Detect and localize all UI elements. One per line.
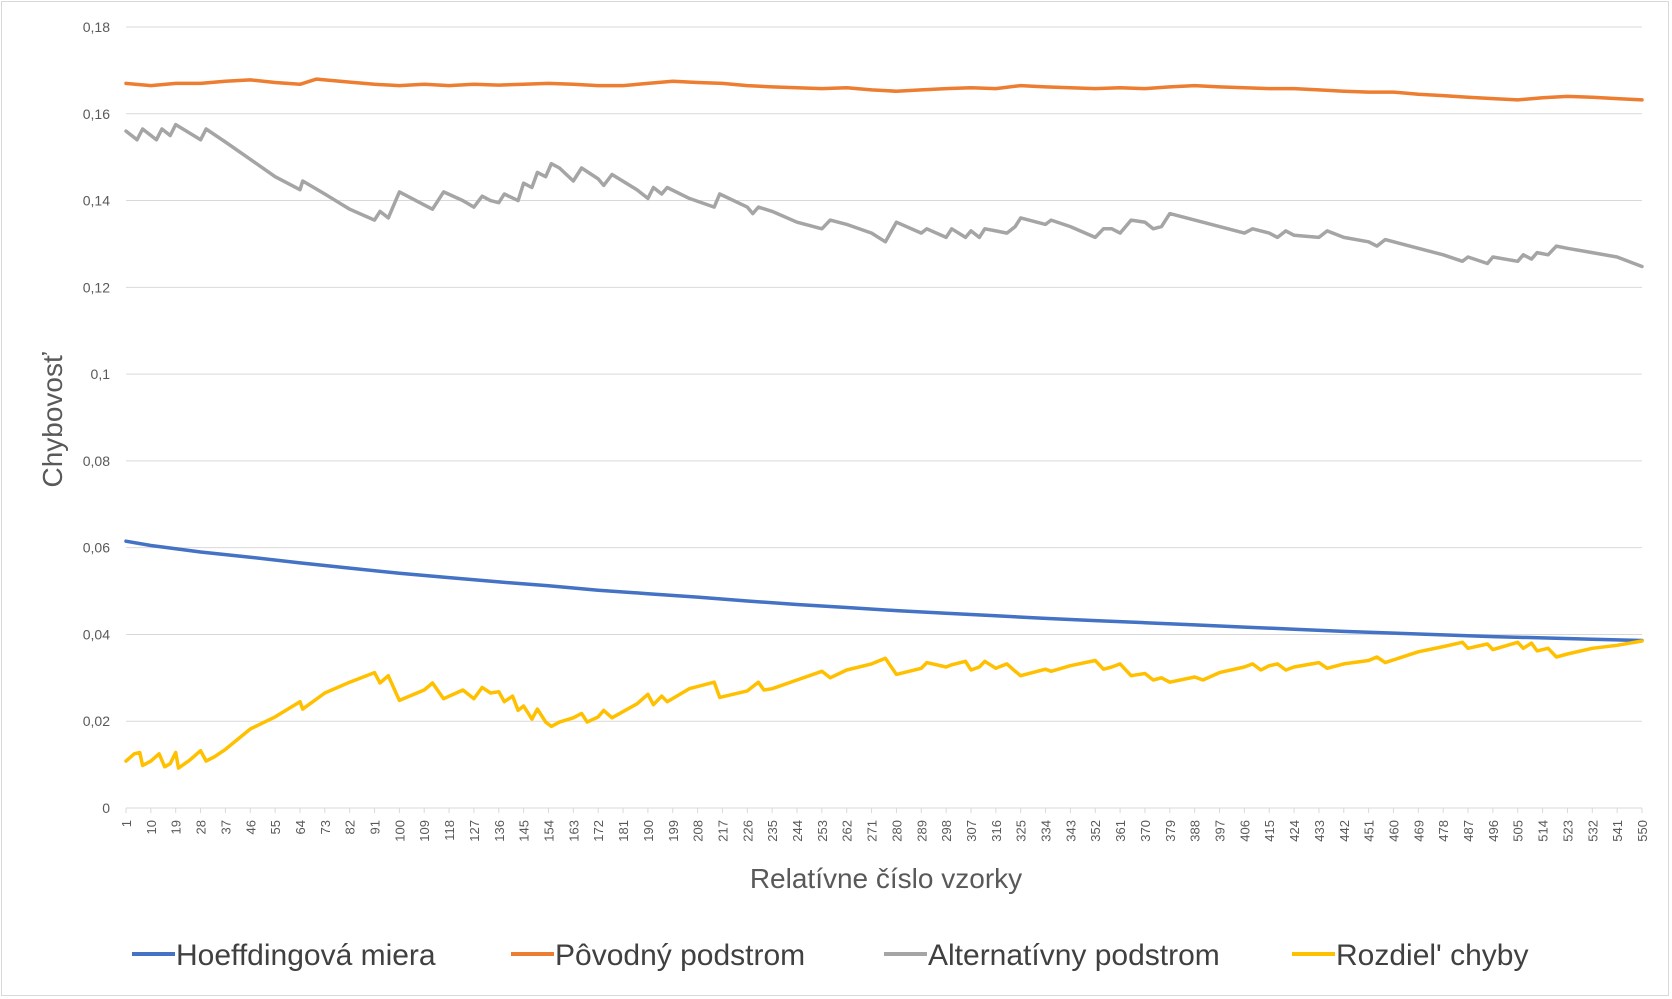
x-tick-label: 325 <box>1014 820 1029 842</box>
x-tick-label: 163 <box>566 820 581 842</box>
y-tick-label: 0,06 <box>83 540 110 556</box>
x-tick-label: 550 <box>1635 820 1650 842</box>
series-line-2 <box>124 122 1644 269</box>
x-tick-label: 307 <box>964 820 979 842</box>
x-tick-label: 460 <box>1386 820 1401 842</box>
gridlines <box>126 26 1642 809</box>
x-tick-label: 352 <box>1088 820 1103 842</box>
series-lines <box>124 77 1644 770</box>
x-tick-label: 424 <box>1287 820 1302 842</box>
x-tick-label: 442 <box>1337 820 1352 842</box>
series-line-0 <box>124 539 1644 643</box>
x-tick-label: 100 <box>392 820 407 842</box>
x-tick-label: 172 <box>591 820 606 842</box>
x-tick-label: 487 <box>1461 820 1476 842</box>
x-tick-label: 181 <box>616 820 631 842</box>
x-tick-label: 433 <box>1312 820 1327 842</box>
x-tick-label: 190 <box>641 820 656 842</box>
x-tick-label: 532 <box>1585 820 1600 842</box>
x-tick-label: 415 <box>1262 820 1277 842</box>
x-tick-label: 397 <box>1213 820 1228 842</box>
x-tick-label: 226 <box>740 820 755 842</box>
x-tick-label: 91 <box>368 820 383 834</box>
legend-label: Rozdiel' chyby <box>1336 939 1528 972</box>
x-tick-label: 208 <box>691 820 706 842</box>
x-tick-label: 217 <box>715 820 730 842</box>
x-tick-label: 496 <box>1486 820 1501 842</box>
x-tick-label: 109 <box>417 820 432 842</box>
x-tick-label: 451 <box>1362 820 1377 842</box>
x-tick-label: 37 <box>218 820 233 834</box>
x-tick-label: 379 <box>1163 820 1178 842</box>
x-tick-label: 478 <box>1436 820 1451 842</box>
x-tick-label: 199 <box>666 820 681 842</box>
x-axis-title: Relatívne číslo vzorky <box>750 863 1022 894</box>
x-tick-label: 154 <box>541 820 556 842</box>
x-tick-label: 127 <box>467 820 482 842</box>
x-tick-label: 505 <box>1511 820 1526 842</box>
x-tick-label: 253 <box>815 820 830 842</box>
x-tick-label: 523 <box>1560 820 1575 842</box>
x-tick-label: 271 <box>865 820 880 842</box>
x-tick-label: 469 <box>1411 820 1426 842</box>
x-tick-label: 280 <box>889 820 904 842</box>
x-tick-label: 64 <box>293 820 308 834</box>
legend-label: Pôvodný podstrom <box>555 939 805 972</box>
x-tick-label: 541 <box>1610 820 1625 842</box>
x-axis-ticks: 1 10 19 28 37 46 55 64 73 82 91 100 109 118 127 136 145 1… <box>119 808 1650 842</box>
x-tick-label: 10 <box>144 820 159 834</box>
x-tick-label: 334 <box>1039 820 1054 842</box>
x-tick-label: 73 <box>318 820 333 834</box>
x-tick-label: 82 <box>343 820 358 834</box>
x-tick-label: 118 <box>442 820 457 841</box>
x-tick-label: 343 <box>1063 820 1078 842</box>
x-tick-label: 388 <box>1188 820 1203 842</box>
x-tick-label: 55 <box>268 820 283 834</box>
y-tick-label: 0,12 <box>83 279 110 295</box>
x-tick-label: 19 <box>169 820 184 834</box>
series-line-3 <box>124 639 1644 770</box>
x-tick-label: 28 <box>194 820 209 834</box>
x-tick-label: 370 <box>1138 820 1153 842</box>
x-tick-label: 244 <box>790 820 805 842</box>
x-tick-label: 235 <box>765 820 780 842</box>
x-tick-label: 316 <box>989 820 1004 842</box>
x-tick-label: 514 <box>1536 820 1551 842</box>
y-tick-label: 0,02 <box>83 713 110 729</box>
y-tick-label: 0,04 <box>83 626 110 642</box>
x-tick-label: 289 <box>914 820 929 842</box>
y-tick-label: 0,1 <box>91 366 111 382</box>
y-tick-label: 0,18 <box>83 19 110 35</box>
x-tick-label: 361 <box>1113 820 1128 842</box>
x-tick-label: 136 <box>492 820 507 842</box>
legend-label: Alternatívny podstrom <box>928 939 1220 972</box>
y-axis-title: Chybovosť <box>37 352 68 488</box>
series-line-1 <box>124 77 1644 102</box>
y-tick-label: 0,14 <box>83 193 110 209</box>
x-tick-label: 46 <box>243 820 258 834</box>
x-tick-label: 262 <box>840 820 855 842</box>
x-tick-label: 145 <box>517 820 532 842</box>
y-tick-label: 0 <box>102 800 110 816</box>
x-tick-label: 1 <box>119 820 134 827</box>
y-axis-ticks: 0 0,02 0,04 0,06 0,08 0,1 0,12 0,14 0,16 0,18 <box>83 19 110 816</box>
legend-label: Hoeffdingová miera <box>176 939 436 972</box>
x-tick-label: 298 <box>939 820 954 842</box>
legend: Hoeffdingová miera Pôvodný podstrom Altern… <box>132 939 1528 972</box>
x-tick-label: 406 <box>1237 820 1252 842</box>
y-tick-label: 0,08 <box>83 453 110 469</box>
y-tick-label: 0,16 <box>83 106 110 122</box>
